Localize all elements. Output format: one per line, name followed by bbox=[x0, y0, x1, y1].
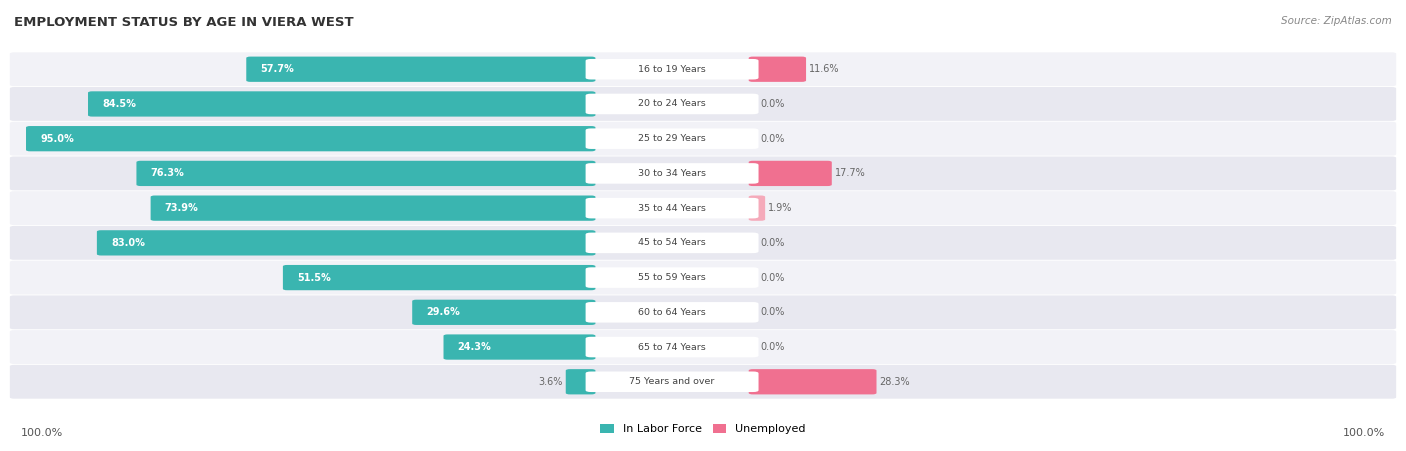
FancyBboxPatch shape bbox=[10, 156, 1396, 190]
Text: 3.6%: 3.6% bbox=[538, 377, 562, 387]
FancyBboxPatch shape bbox=[565, 369, 596, 395]
Legend: In Labor Force, Unemployed: In Labor Force, Unemployed bbox=[596, 419, 810, 439]
FancyBboxPatch shape bbox=[10, 330, 1396, 364]
FancyBboxPatch shape bbox=[10, 122, 1396, 156]
Text: 0.0%: 0.0% bbox=[759, 342, 785, 352]
Text: 17.7%: 17.7% bbox=[835, 168, 865, 179]
Text: EMPLOYMENT STATUS BY AGE IN VIERA WEST: EMPLOYMENT STATUS BY AGE IN VIERA WEST bbox=[14, 16, 354, 29]
FancyBboxPatch shape bbox=[585, 372, 759, 392]
Text: 30 to 34 Years: 30 to 34 Years bbox=[638, 169, 706, 178]
Text: 35 to 44 Years: 35 to 44 Years bbox=[638, 204, 706, 212]
FancyBboxPatch shape bbox=[10, 52, 1396, 86]
Text: 0.0%: 0.0% bbox=[759, 272, 785, 283]
Text: 25 to 29 Years: 25 to 29 Years bbox=[638, 134, 706, 143]
FancyBboxPatch shape bbox=[27, 126, 596, 152]
Text: Source: ZipAtlas.com: Source: ZipAtlas.com bbox=[1281, 16, 1392, 26]
Text: 60 to 64 Years: 60 to 64 Years bbox=[638, 308, 706, 317]
FancyBboxPatch shape bbox=[585, 198, 759, 218]
Text: 16 to 19 Years: 16 to 19 Years bbox=[638, 65, 706, 74]
FancyBboxPatch shape bbox=[283, 265, 596, 290]
Text: 83.0%: 83.0% bbox=[111, 238, 145, 248]
FancyBboxPatch shape bbox=[10, 226, 1396, 260]
Text: 65 to 74 Years: 65 to 74 Years bbox=[638, 343, 706, 351]
FancyBboxPatch shape bbox=[585, 129, 759, 149]
Text: 0.0%: 0.0% bbox=[759, 99, 785, 109]
FancyBboxPatch shape bbox=[748, 195, 765, 221]
Text: 1.9%: 1.9% bbox=[768, 203, 793, 213]
Text: 11.6%: 11.6% bbox=[808, 64, 839, 74]
FancyBboxPatch shape bbox=[246, 56, 596, 82]
Text: 0.0%: 0.0% bbox=[759, 307, 785, 318]
FancyBboxPatch shape bbox=[585, 337, 759, 357]
Text: 45 to 54 Years: 45 to 54 Years bbox=[638, 239, 706, 247]
FancyBboxPatch shape bbox=[10, 365, 1396, 399]
FancyBboxPatch shape bbox=[136, 161, 596, 186]
Text: 84.5%: 84.5% bbox=[103, 99, 136, 109]
Text: 75 Years and over: 75 Years and over bbox=[630, 377, 714, 386]
Text: 0.0%: 0.0% bbox=[759, 238, 785, 248]
FancyBboxPatch shape bbox=[585, 59, 759, 79]
Text: 57.7%: 57.7% bbox=[260, 64, 294, 74]
Text: 51.5%: 51.5% bbox=[297, 272, 330, 283]
Text: 100.0%: 100.0% bbox=[21, 428, 63, 438]
FancyBboxPatch shape bbox=[97, 230, 596, 256]
FancyBboxPatch shape bbox=[150, 195, 596, 221]
Text: 76.3%: 76.3% bbox=[150, 168, 184, 179]
FancyBboxPatch shape bbox=[10, 295, 1396, 329]
FancyBboxPatch shape bbox=[89, 91, 596, 117]
FancyBboxPatch shape bbox=[10, 87, 1396, 121]
Text: 20 to 24 Years: 20 to 24 Years bbox=[638, 100, 706, 108]
Text: 24.3%: 24.3% bbox=[457, 342, 491, 352]
FancyBboxPatch shape bbox=[585, 94, 759, 114]
Text: 55 to 59 Years: 55 to 59 Years bbox=[638, 273, 706, 282]
FancyBboxPatch shape bbox=[748, 161, 832, 186]
FancyBboxPatch shape bbox=[443, 334, 596, 360]
Text: 28.3%: 28.3% bbox=[879, 377, 910, 387]
Text: 73.9%: 73.9% bbox=[165, 203, 198, 213]
FancyBboxPatch shape bbox=[585, 302, 759, 322]
FancyBboxPatch shape bbox=[10, 191, 1396, 225]
FancyBboxPatch shape bbox=[10, 261, 1396, 295]
FancyBboxPatch shape bbox=[585, 267, 759, 288]
Text: 95.0%: 95.0% bbox=[41, 133, 75, 144]
FancyBboxPatch shape bbox=[585, 163, 759, 184]
FancyBboxPatch shape bbox=[412, 299, 596, 325]
FancyBboxPatch shape bbox=[748, 369, 876, 395]
Text: 100.0%: 100.0% bbox=[1343, 428, 1385, 438]
Text: 29.6%: 29.6% bbox=[426, 307, 460, 318]
FancyBboxPatch shape bbox=[748, 56, 806, 82]
Text: 0.0%: 0.0% bbox=[759, 133, 785, 144]
FancyBboxPatch shape bbox=[585, 233, 759, 253]
